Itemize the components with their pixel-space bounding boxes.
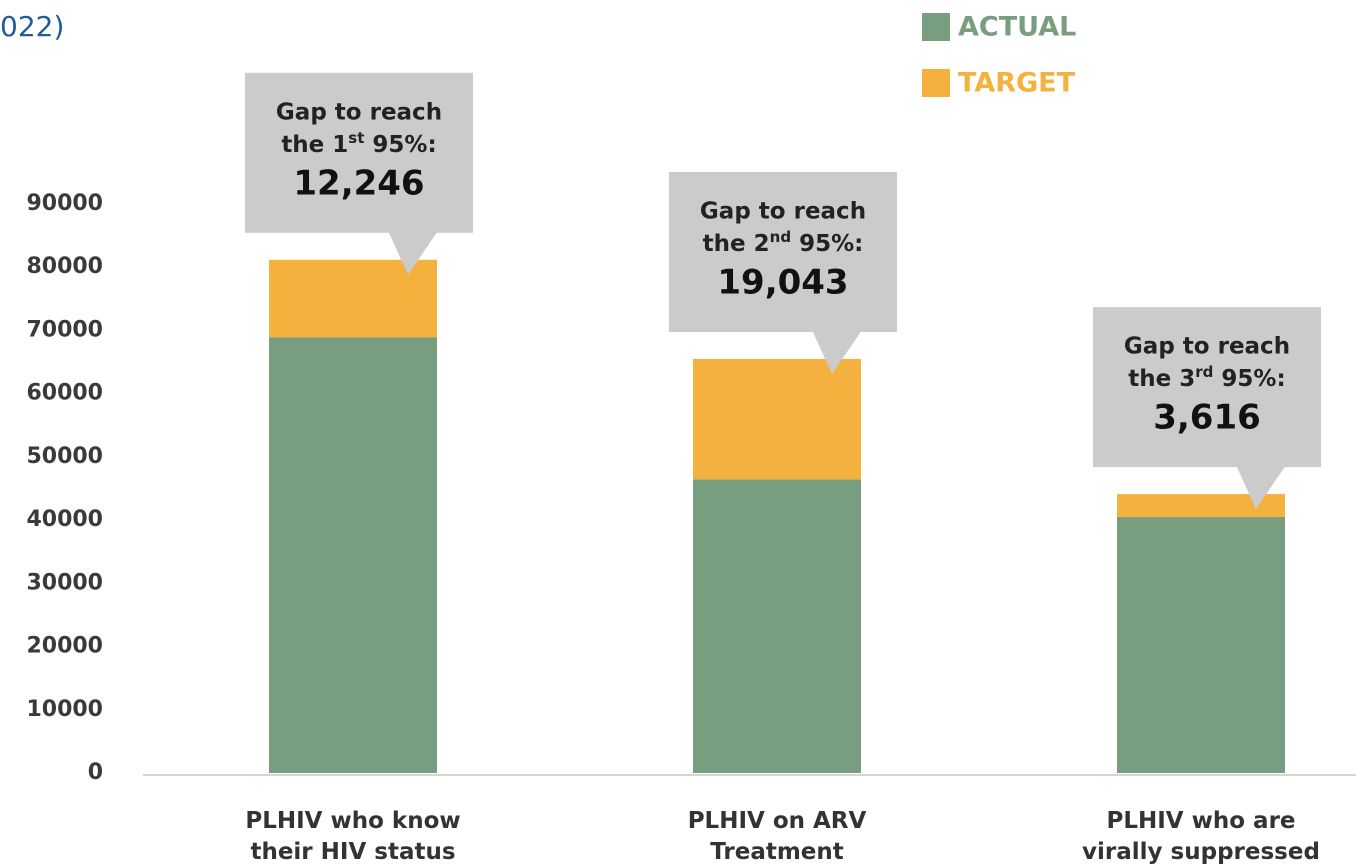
y-tick-label: 80000 xyxy=(26,254,103,279)
bar-segment xyxy=(269,259,437,338)
callout-text-part: nd xyxy=(770,227,791,245)
x-tick-label: PLHIV who are virally suppressed xyxy=(1082,808,1320,865)
x-tick-label: PLHIV on ARV Treatment xyxy=(687,808,867,865)
callout-text-part: 95%: xyxy=(364,131,436,157)
bar-segment xyxy=(1117,494,1285,517)
callout-line: the 3rd 95%: xyxy=(1128,363,1285,392)
bar-segment xyxy=(1117,516,1285,773)
callout-line: Gap to reach xyxy=(1124,334,1290,360)
y-tick-label: 10000 xyxy=(26,697,103,722)
callout-pointer xyxy=(388,230,438,275)
chart-title: 022) xyxy=(0,10,64,43)
callout-text-part: rd xyxy=(1195,363,1213,381)
y-tick-label: 0 xyxy=(88,760,103,785)
y-tick-label: 40000 xyxy=(26,507,103,532)
legend-swatch xyxy=(922,69,950,97)
y-tick-label: 70000 xyxy=(26,317,103,342)
callout-box xyxy=(1093,307,1321,468)
callout-line: Gap to reach xyxy=(276,99,442,125)
legend-label: ACTUAL xyxy=(958,12,1076,43)
y-tick-label: 30000 xyxy=(26,570,103,595)
callout-pointer xyxy=(1236,465,1286,510)
legend-swatch xyxy=(922,13,950,41)
callout-text-part: 95%: xyxy=(1213,366,1285,392)
bar-segment xyxy=(269,337,437,773)
callout-text-part: 95%: xyxy=(791,230,863,256)
y-tick-label: 90000 xyxy=(26,191,103,216)
gap-value-label: 12,246 xyxy=(293,163,424,203)
callout-box xyxy=(669,171,897,332)
callout-line: the 1st 95%: xyxy=(281,128,436,157)
callout-text-part: the 3 xyxy=(1128,366,1195,392)
x-tick-label: PLHIV who know their HIV status xyxy=(245,808,461,865)
gap-value-label: 3,616 xyxy=(1153,398,1261,438)
legend-label: TARGET xyxy=(958,68,1076,99)
gap-value-label: 19,043 xyxy=(717,262,848,302)
callout-line: the 2nd 95%: xyxy=(703,227,864,256)
y-tick-label: 20000 xyxy=(26,634,103,659)
bar-segment xyxy=(693,358,861,480)
callout-text-part: the 2 xyxy=(703,230,770,256)
y-tick-label: 60000 xyxy=(26,381,103,406)
callout-line: Gap to reach xyxy=(700,198,866,224)
bar-segment xyxy=(693,479,861,773)
callout-pointer xyxy=(812,329,862,374)
y-tick-label: 50000 xyxy=(26,444,103,469)
callout-text-part: st xyxy=(348,128,364,146)
callout-box xyxy=(245,72,473,233)
callout-text-part: the 1 xyxy=(281,131,348,157)
